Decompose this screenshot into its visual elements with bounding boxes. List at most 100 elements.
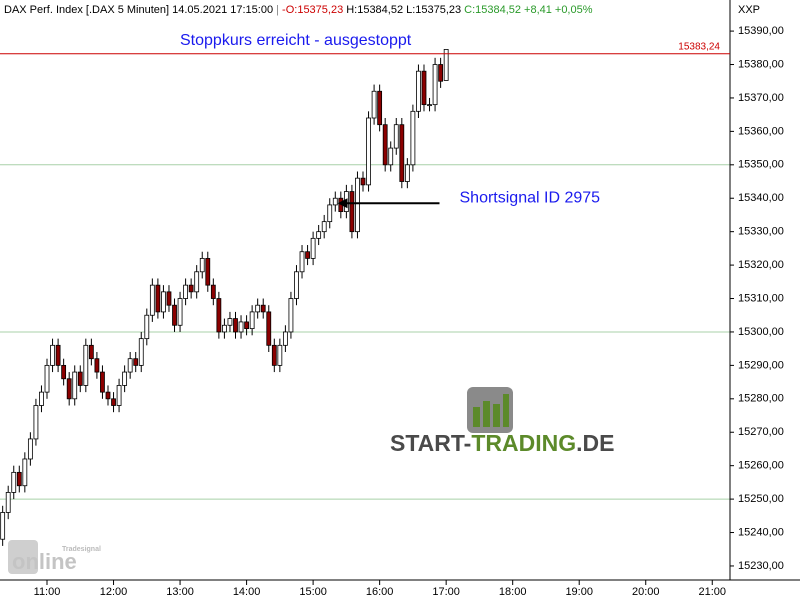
candle-body	[321, 221, 327, 233]
candle-body	[133, 358, 139, 366]
candle-body	[183, 284, 189, 299]
candle-body	[244, 321, 249, 330]
candle-body	[138, 338, 144, 366]
candle-body	[33, 405, 39, 440]
candle-body	[166, 291, 172, 306]
candle-body	[377, 90, 383, 126]
y-tick-label: 15310,00	[738, 292, 784, 304]
candle-body	[299, 251, 305, 273]
header-change: +8,41	[524, 4, 552, 16]
candle-body	[360, 177, 366, 186]
candle-body	[83, 344, 89, 386]
candle-body	[199, 258, 205, 273]
y-tick-label: 15330,00	[738, 226, 784, 238]
candle-body	[155, 284, 161, 313]
candle-body	[161, 291, 166, 313]
candle-body	[355, 177, 360, 233]
y-tick-label: 15250,00	[738, 493, 784, 505]
y-tick-label: 15340,00	[738, 192, 784, 204]
candle-body	[105, 391, 111, 400]
candle-body	[388, 147, 394, 166]
candle-body	[194, 271, 200, 293]
y-tick-label: 15260,00	[738, 460, 784, 472]
candle-body	[305, 251, 310, 259]
y-tick-label: 15290,00	[738, 359, 784, 371]
signal-annotation: Shortsignal ID 2975	[460, 189, 601, 206]
x-tick-label: 14:00	[233, 586, 261, 598]
candle-body	[443, 49, 449, 81]
stop-line-label: 15383,24	[678, 41, 720, 52]
y-tick-label: 15350,00	[738, 159, 784, 171]
candle-body	[77, 371, 83, 386]
candle-body	[127, 358, 133, 373]
logo: Tradesignal online	[8, 540, 101, 574]
watermark-icon-bar	[493, 404, 500, 427]
candle-body	[288, 298, 294, 333]
y-tick-label: 15320,00	[738, 259, 784, 271]
candle-body	[88, 344, 94, 360]
watermark-text: START-TRADING.DE	[390, 430, 614, 456]
x-tick-label: 11:00	[34, 586, 61, 598]
candle-body	[94, 358, 100, 373]
x-tick-label: 16:00	[366, 586, 394, 598]
y-tick-label: 15390,00	[738, 25, 784, 37]
x-tick-label: 12:00	[100, 586, 128, 598]
candle-body	[416, 70, 421, 112]
candle-body	[16, 471, 22, 487]
candle-body	[438, 64, 444, 82]
candle-body	[233, 318, 238, 333]
y-tick-label: 15370,00	[738, 92, 784, 104]
signal-arrowhead	[337, 198, 348, 209]
candle-body	[39, 391, 44, 406]
candle-body	[332, 197, 338, 206]
candle-body	[149, 284, 155, 316]
candle-body	[310, 237, 316, 259]
x-tick-label: 15:00	[299, 586, 327, 598]
header-instrument: DAX Perf. Index [.DAX 5 Minuten] 14.05.2…	[4, 4, 273, 16]
x-tick-label: 21:00	[698, 586, 726, 598]
logo-brand: Tradesignal	[62, 546, 101, 553]
candle-body	[172, 304, 177, 326]
candle-body	[100, 371, 105, 393]
candle-body	[11, 471, 17, 493]
candle-body	[66, 378, 72, 400]
candle-body	[27, 438, 33, 460]
candle-body	[44, 364, 50, 393]
y-tick-label: 15270,00	[738, 426, 784, 438]
x-tick-label: 13:00	[166, 586, 194, 598]
candle-body	[61, 364, 67, 380]
candle-body	[188, 284, 194, 293]
candle-body	[249, 311, 255, 330]
candle-body	[210, 284, 216, 299]
logo-product: online	[12, 549, 77, 574]
candle-body	[216, 298, 222, 333]
header-high: H:15384,52	[346, 4, 403, 16]
candle-body	[399, 124, 405, 182]
candle-body	[116, 385, 122, 406]
candle-body	[238, 321, 244, 333]
candle-body	[404, 164, 410, 182]
y-tick-label: 15380,00	[738, 58, 784, 70]
watermark-icon-bar	[483, 401, 490, 427]
candle-body	[427, 104, 432, 107]
candle-body	[22, 458, 28, 487]
header-close: C:15384,52	[464, 4, 521, 16]
candle-body	[366, 117, 371, 186]
candle-body	[222, 324, 227, 333]
x-tick-label: 20:00	[632, 586, 660, 598]
candle-body	[205, 258, 211, 286]
candle-body	[382, 124, 388, 166]
candle-body	[271, 344, 277, 366]
axis-label: XXP	[738, 4, 760, 16]
candle-body	[371, 90, 377, 119]
candle-body	[0, 512, 6, 540]
candle-body	[227, 318, 233, 326]
header-low: L:15375,23	[406, 4, 461, 16]
candle-body	[294, 271, 299, 299]
candle-body	[260, 304, 266, 313]
candle-body	[421, 70, 427, 106]
y-tick-label: 15240,00	[738, 526, 784, 538]
